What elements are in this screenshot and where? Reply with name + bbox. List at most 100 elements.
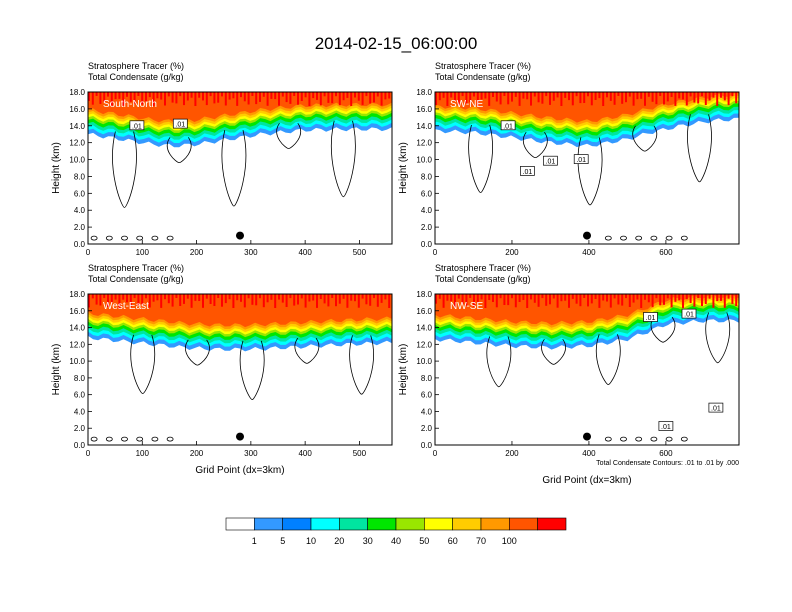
condensate-contour <box>595 334 621 386</box>
condensate-contour-small <box>121 235 128 241</box>
tracer-field <box>88 294 392 445</box>
y-tick-label: 16.0 <box>69 307 85 316</box>
contour-label-text: .01 <box>523 169 533 176</box>
condensate-contour-small <box>136 235 144 241</box>
x-axis-label: Grid Point (dx=3km) <box>542 475 631 486</box>
y-tick-label: 18.0 <box>69 290 85 299</box>
panels: .01 .01 South-North Stratosphere Tracer (%)… <box>51 61 740 486</box>
colorbar-label: 60 <box>448 536 458 546</box>
colorbar-box <box>452 517 482 531</box>
condensate-contour-small <box>105 436 113 442</box>
x-tick-label: 500 <box>353 248 367 257</box>
condensate-contour-small <box>665 235 673 241</box>
contour-label-text: .01 <box>132 123 142 130</box>
tracer-top-stripes <box>88 294 391 308</box>
contour-label: .01 <box>543 155 558 166</box>
condensate-contour-small <box>166 436 174 442</box>
plot-frame <box>87 91 393 245</box>
y-tick-label: 18.0 <box>416 290 432 299</box>
y-tick-label: 2.0 <box>74 223 86 232</box>
tracer-top-stripes <box>435 92 738 106</box>
condensate-contours <box>90 334 374 442</box>
x-tick-label: 200 <box>190 449 204 458</box>
colorbar-label: 10 <box>306 536 316 546</box>
condensate-contour-small <box>635 436 643 442</box>
x-tick-label: 300 <box>244 449 258 458</box>
colorbar-label: 5 <box>280 536 285 546</box>
condensate-contour <box>130 334 156 395</box>
condensate-contour <box>112 131 137 208</box>
y-tick-label: 2.0 <box>421 424 433 433</box>
panel-nw-se: .01 .01 .01 .01 NW-SE Stratosphere Tracer (%)… <box>398 263 740 486</box>
condensate-contour-small <box>620 436 627 442</box>
condensate-contours <box>90 120 356 241</box>
y-tick-label: 8.0 <box>74 172 86 181</box>
tracer-field <box>435 294 739 445</box>
y-tick-label: 16.0 <box>416 307 432 316</box>
y-axis-label: Height (km) <box>51 142 62 194</box>
x-tick-label: 0 <box>86 248 91 257</box>
condensate-contour <box>705 312 731 364</box>
condensate-contour-small <box>136 436 144 442</box>
y-tick-label: 6.0 <box>421 189 433 198</box>
y-tick-label: 18.0 <box>69 88 85 97</box>
contour-label-text: .01 <box>711 406 721 413</box>
colorbar-label: 20 <box>334 536 344 546</box>
contour-label: .01 <box>643 312 658 322</box>
y-tick-label: 10.0 <box>69 156 85 165</box>
colorbar-label: 1 <box>252 536 257 546</box>
condensate-contour <box>687 114 712 183</box>
contour-label-box <box>129 120 145 131</box>
contour-label: .01 <box>708 402 724 413</box>
tracer-top-stripes <box>435 294 738 308</box>
y-tick-label: 4.0 <box>74 206 86 215</box>
y-tick-label: 0.0 <box>421 441 433 450</box>
contour-label: .01 <box>681 308 697 319</box>
colorbar-box <box>480 517 510 531</box>
colorbar-label: 50 <box>419 536 429 546</box>
y-tick-label: 2.0 <box>74 424 86 433</box>
y-tick-label: 18.0 <box>416 88 432 97</box>
x-tick-label: 400 <box>582 449 596 458</box>
condensate-contour-small <box>620 235 627 241</box>
condensate-contour <box>185 339 210 366</box>
condensate-contour <box>541 338 566 365</box>
plot-frame <box>434 293 740 446</box>
contour-label-text: .01 <box>546 159 556 166</box>
condensate-contour-small <box>604 436 612 442</box>
x-tick-label: 400 <box>582 248 596 257</box>
y-tick-label: 8.0 <box>421 172 433 181</box>
y-tick-label: 8.0 <box>421 374 433 383</box>
condensate-contour-small <box>680 235 688 241</box>
colorbar-label: 30 <box>363 536 373 546</box>
y-tick-label: 4.0 <box>421 407 433 416</box>
colorbar-box <box>509 517 538 531</box>
y-tick-label: 14.0 <box>69 324 85 333</box>
x-tick-label: 100 <box>136 449 150 458</box>
contour-label-text: .01 <box>661 424 671 431</box>
panel-label: SW-NE <box>450 99 483 110</box>
condensate-contour-small <box>604 235 612 241</box>
colorbar-label: 70 <box>476 536 486 546</box>
condensate-contour-small <box>665 436 673 442</box>
location-marker <box>236 231 244 240</box>
colorbar-box <box>254 517 283 531</box>
contour-label: .01 <box>520 166 535 176</box>
x-tick-label: 0 <box>86 449 91 458</box>
plot-frame <box>87 293 393 446</box>
condensate-contour-small <box>105 235 113 241</box>
condensate-contour-small <box>166 235 174 241</box>
y-tick-label: 6.0 <box>74 189 86 198</box>
x-tick-label: 0 <box>433 449 438 458</box>
y-tick-label: 6.0 <box>421 391 433 400</box>
condensate-contour-small <box>90 436 98 442</box>
condensate-contour-small <box>680 436 688 442</box>
tracer-field <box>88 92 392 244</box>
y-tick-label: 0.0 <box>74 240 86 249</box>
panel-label: South-North <box>103 99 157 110</box>
panel-title-line: Stratosphere Tracer (%) <box>435 263 531 273</box>
condensate-contour <box>276 122 301 149</box>
contour-label-text: .01 <box>646 315 656 322</box>
panel-title-line: Total Condensate (g/kg) <box>88 274 184 284</box>
y-tick-label: 12.0 <box>416 139 432 148</box>
